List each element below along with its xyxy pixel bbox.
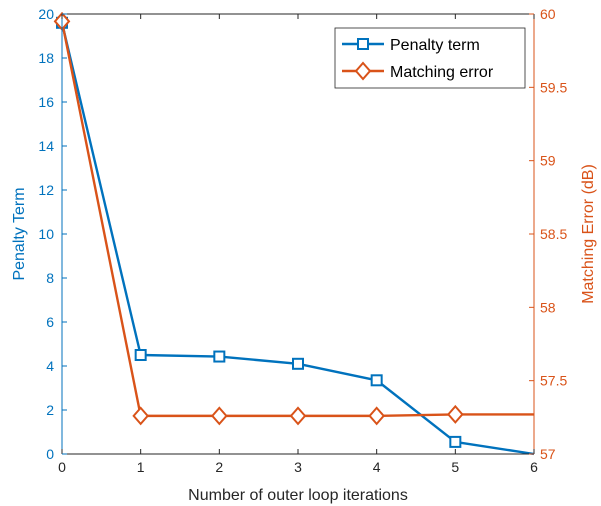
data-point-matching-error [289,406,307,426]
legend-entry-penalty-term: Penalty term [342,37,480,54]
left-axis-label: Penalty Term [11,187,28,280]
x-axis-label: Number of outer loop iterations [188,487,408,504]
ticks-layer: 0 1 2 3 4 5 6024681012141618205757.55858.55959… [38,6,567,475]
x-tick-label: 1 [137,459,145,475]
left-tick-label: 2 [46,402,54,418]
right-tick-label: 58 [540,299,556,315]
legend-label-matching-error: Matching error [390,64,494,81]
x-tick-label: 5 [451,459,459,475]
left-tick-label: 10 [38,226,54,242]
x-tick-label: 0 [58,459,66,475]
right-axis-label: Matching Error (dB) [580,164,597,304]
left-tick-label: 16 [38,94,54,110]
x-tick-label: 6 [530,459,538,475]
left-tick-label: 20 [38,6,54,22]
data-point-penalty-term [370,374,383,387]
x-tick-label: 3 [294,459,302,475]
data-point-penalty-term [449,435,462,448]
left-tick-label: 12 [38,182,54,198]
data-point-penalty-term [292,357,304,370]
legend-entry-matching-error: Matching error [342,61,494,81]
series-layer [53,11,535,456]
left-tick-label: 0 [46,446,54,462]
right-tick-label: 60 [540,6,556,22]
legend-marker-square [357,38,369,50]
data-point-matching-error [211,406,228,426]
right-tick-label: 58.5 [540,226,567,242]
right-tick-label: 59.5 [540,79,567,95]
right-tick-label: 57.5 [540,373,567,389]
left-tick-label: 6 [46,314,54,330]
legend-marker-diamond [354,61,372,81]
left-tick-label: 4 [46,358,54,374]
legend-label-penalty-term: Penalty term [390,37,480,54]
left-tick-label: 8 [46,270,54,286]
data-point-penalty-term [134,349,147,361]
x-tick-label: 2 [215,459,223,475]
right-tick-label: 59 [540,153,556,169]
data-point-matching-error [368,406,385,426]
data-point-penalty-term [213,350,226,363]
left-tick-label: 18 [38,50,54,66]
left-tick-label: 14 [38,138,54,154]
x-tick-label: 4 [373,459,381,475]
legend: Penalty term Matching error [334,27,526,89]
data-point-matching-error [447,404,464,424]
data-point-matching-error [132,406,149,426]
right-tick-label: 57 [540,446,556,462]
